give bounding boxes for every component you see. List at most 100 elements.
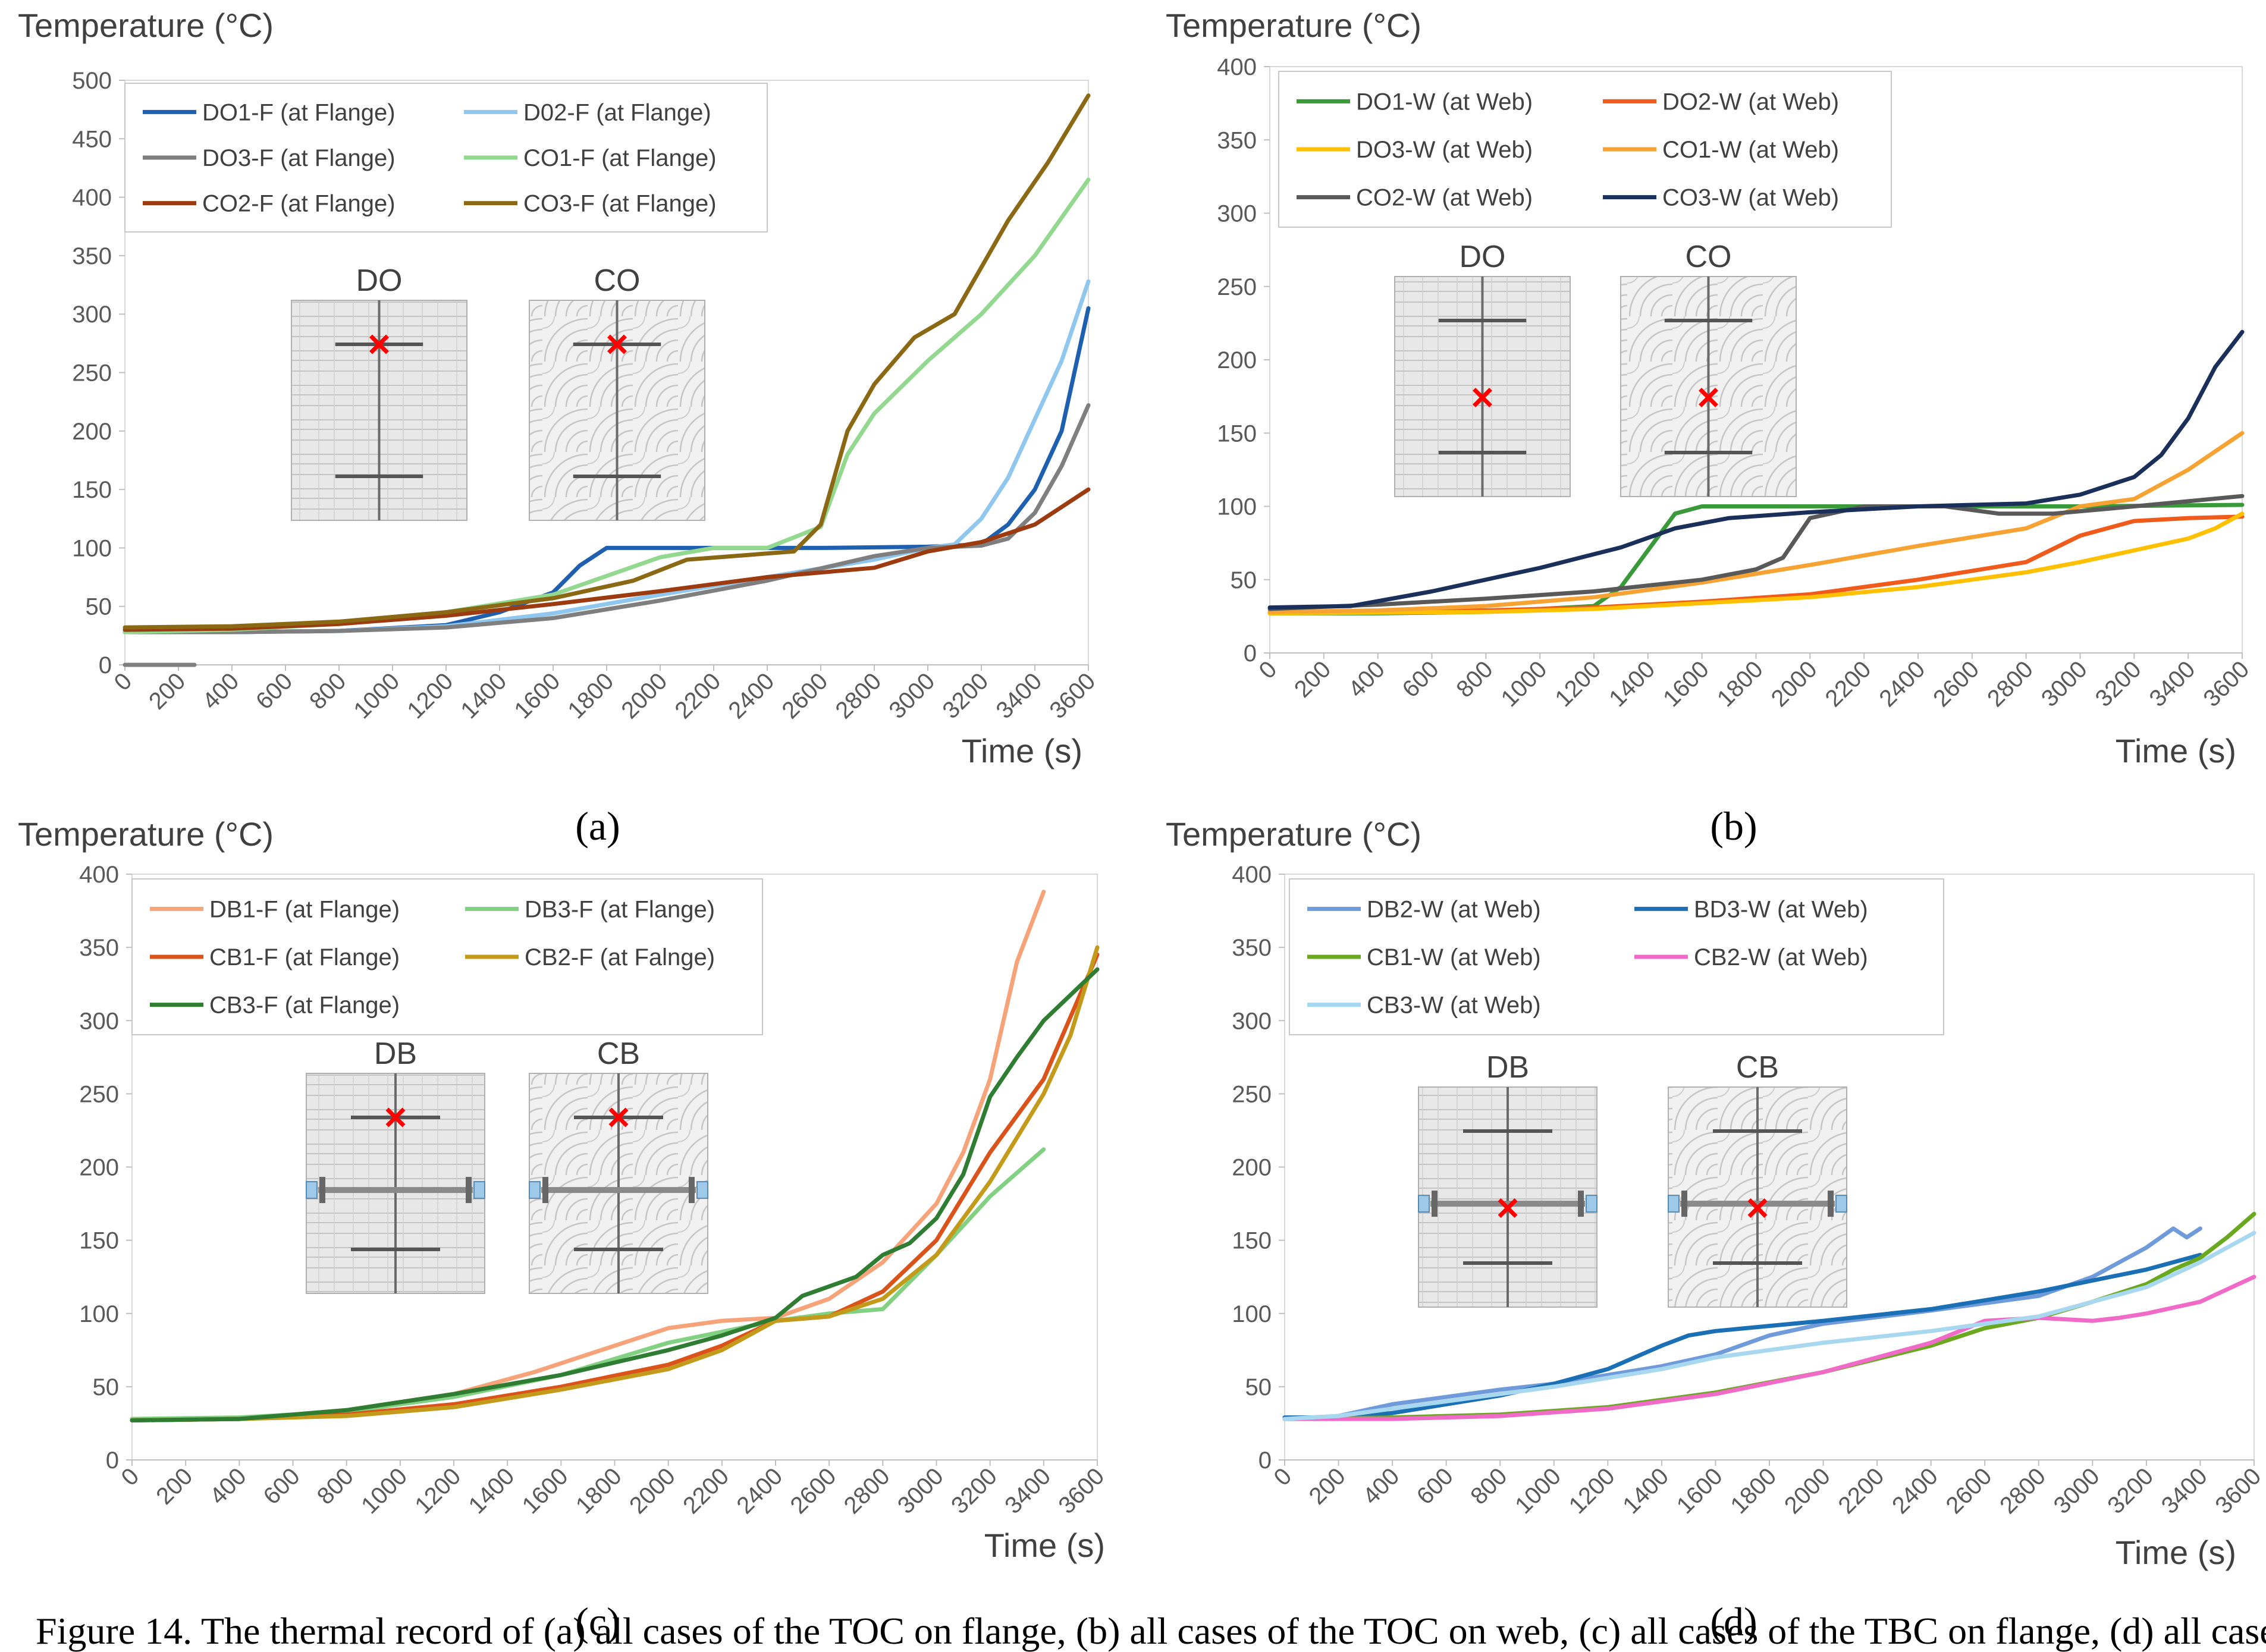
thermocouple-marker bbox=[1699, 388, 1718, 407]
y-tick-label: 50 bbox=[93, 1374, 120, 1400]
legend: DB2-W (at Web) BD3-W (at Web) CB1-W (at We… bbox=[1289, 878, 1944, 1035]
y-tick-label: 400 bbox=[1217, 54, 1257, 80]
x-tick-label: 1600 bbox=[517, 1463, 573, 1519]
insert-cb-2: CB bbox=[529, 1037, 708, 1294]
x-tick-label: 2800 bbox=[839, 1463, 895, 1519]
series-line-do3-w bbox=[1267, 511, 2245, 615]
y-tick-label: 350 bbox=[72, 243, 112, 269]
legend-label: CB3-W (at Web) bbox=[1367, 993, 1541, 1019]
insert-label: CB bbox=[1736, 1050, 1779, 1085]
x-tick-label: 1800 bbox=[1725, 1463, 1781, 1519]
series-line-co3-w bbox=[1267, 329, 2245, 610]
legend-label: CB3-F (at Flange) bbox=[209, 993, 400, 1019]
x-tick-label: 1200 bbox=[402, 668, 458, 724]
x-tick-label: 2800 bbox=[1995, 1463, 2051, 1519]
chart-panel-d: Temperature (°C) 0 50 100 150 200 250 300 350 400… bbox=[1166, 815, 2266, 1644]
x-tick-label: 400 bbox=[1358, 1463, 1404, 1509]
x-tick-label: 3400 bbox=[2157, 1463, 2212, 1519]
x-tick-label: 200 bbox=[1304, 1463, 1351, 1509]
insert-do-0: DO bbox=[291, 263, 467, 521]
y-tick-label: 350 bbox=[79, 935, 119, 961]
thermocouple-marker bbox=[369, 334, 389, 354]
x-tick-label: 0 bbox=[1254, 656, 1282, 684]
x-tick-label: 1600 bbox=[1658, 656, 1714, 712]
x-tick-label: 2400 bbox=[1887, 1463, 1943, 1519]
insert-cb-3: CB bbox=[1668, 1050, 1847, 1308]
y-tick-label: 100 bbox=[72, 535, 112, 561]
x-tick-label: 600 bbox=[259, 1463, 305, 1509]
y-tick-label: 200 bbox=[72, 419, 112, 445]
legend-label: CO3-W (at Web) bbox=[1662, 185, 1839, 211]
legend-label: CB2-F (at Falnge) bbox=[525, 944, 715, 971]
insert-label: DO bbox=[1460, 240, 1506, 274]
legend-label: CO2-F (at Flange) bbox=[202, 191, 396, 217]
x-tick-label: 2400 bbox=[723, 668, 779, 724]
insert-bolt-head bbox=[1418, 1195, 1430, 1213]
x-tick-label: 2800 bbox=[830, 668, 886, 724]
thermocouple-marker bbox=[385, 1107, 406, 1127]
panel-label: (a) bbox=[575, 803, 620, 849]
x-tick-label: 3000 bbox=[2036, 656, 2092, 712]
y-tick-label: 250 bbox=[72, 360, 112, 387]
y-axis-label: Temperature (°C) bbox=[18, 7, 274, 44]
y-tick-label: 250 bbox=[1217, 274, 1257, 300]
x-tick-label: 3600 bbox=[2198, 656, 2254, 712]
insert-label: DB bbox=[1486, 1050, 1529, 1085]
legend-label: CO1-F (at Flange) bbox=[523, 145, 717, 171]
y-tick-label: 400 bbox=[1232, 862, 1272, 888]
x-tick-label: 1600 bbox=[1672, 1463, 1728, 1519]
x-axis-label: Time (s) bbox=[984, 1527, 1105, 1564]
x-tick-label: 0 bbox=[109, 668, 137, 696]
y-tick-label: 0 bbox=[1244, 640, 1257, 667]
insert-bolt-nut bbox=[689, 1177, 695, 1204]
thermocouple-marker bbox=[607, 334, 627, 354]
x-tick-label: 600 bbox=[251, 668, 297, 714]
x-tick-label: 2400 bbox=[1874, 656, 1930, 712]
x-tick-label: 1200 bbox=[410, 1463, 466, 1519]
insert-bolt-nut bbox=[1578, 1191, 1584, 1217]
x-tick-label: 3200 bbox=[2102, 1463, 2158, 1519]
legend-box bbox=[1289, 878, 1944, 1035]
y-tick-label: 250 bbox=[79, 1081, 119, 1107]
legend-label: BD3-W (at Web) bbox=[1694, 896, 1868, 922]
x-tick-label: 600 bbox=[1398, 656, 1444, 702]
y-tick-label: 400 bbox=[72, 185, 112, 211]
x-tick-label: 400 bbox=[197, 668, 244, 714]
x-tick-label: 3200 bbox=[2091, 656, 2146, 712]
insert-db-3: DB bbox=[1418, 1050, 1598, 1308]
x-tick-label: 2000 bbox=[616, 668, 672, 724]
x-axis-label: Time (s) bbox=[2116, 732, 2236, 770]
x-tick-label: 1400 bbox=[1604, 656, 1660, 712]
legend-label: CB2-W (at Web) bbox=[1694, 944, 1868, 971]
chart-panel-a: Temperature (°C) 0 50 100 150 200 250 300 350 400… bbox=[18, 7, 1100, 849]
x-tick-label: 2200 bbox=[678, 1463, 734, 1519]
insert-co-1: CO bbox=[1620, 240, 1797, 497]
legend-box bbox=[131, 878, 763, 1035]
series-line-cb3-f bbox=[130, 967, 1100, 1422]
y-tick-label: 50 bbox=[1231, 567, 1257, 593]
x-tick-label: 800 bbox=[1451, 656, 1498, 702]
x-tick-label: 3400 bbox=[1000, 1463, 1056, 1519]
y-tick-label: 350 bbox=[1217, 127, 1257, 153]
x-tick-label: 2600 bbox=[777, 668, 833, 724]
insert-bolt-nut bbox=[1828, 1191, 1834, 1217]
y-axis-label: Temperature (°C) bbox=[1166, 7, 1421, 44]
x-tick-label: 200 bbox=[144, 668, 190, 714]
x-tick-label: 3400 bbox=[991, 668, 1047, 724]
x-tick-label: 3200 bbox=[937, 668, 993, 724]
insert-label: DB bbox=[374, 1037, 417, 1071]
insert-do-1: DO bbox=[1394, 240, 1571, 497]
y-tick-label: 300 bbox=[1217, 201, 1257, 227]
x-tick-label: 2200 bbox=[1820, 656, 1876, 712]
insert-bolt-nut bbox=[466, 1177, 472, 1204]
y-tick-label: 300 bbox=[79, 1008, 119, 1034]
x-tick-label: 3600 bbox=[1044, 668, 1100, 724]
x-tick-label: 3000 bbox=[884, 668, 940, 724]
y-tick-label: 150 bbox=[1232, 1228, 1272, 1254]
x-axis-label: Time (s) bbox=[962, 732, 1082, 770]
x-tick-label: 600 bbox=[1412, 1463, 1458, 1509]
caption-text: Figure 14. The thermal record of (a) all… bbox=[36, 1610, 2266, 1652]
x-tick-label: 1400 bbox=[1618, 1463, 1674, 1519]
series-line-cb2-w bbox=[1282, 1274, 2256, 1421]
x-tick-label: 1800 bbox=[1712, 656, 1768, 712]
